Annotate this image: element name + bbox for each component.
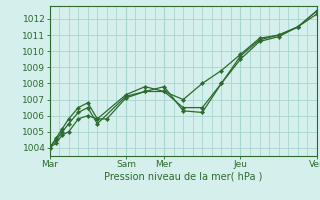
X-axis label: Pression niveau de la mer( hPa ): Pression niveau de la mer( hPa ) bbox=[104, 172, 262, 182]
